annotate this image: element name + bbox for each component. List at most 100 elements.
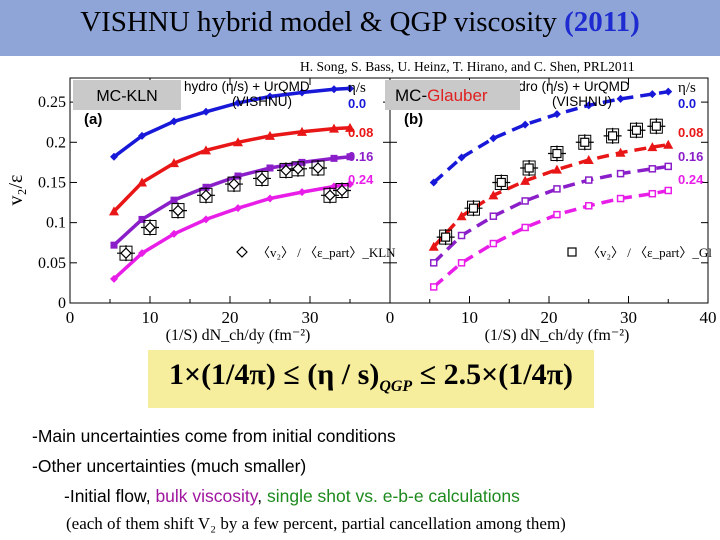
data-point — [234, 98, 242, 107]
x-tick-label: 30 — [620, 308, 637, 327]
note-line-3: -Initial flow, bulk viscosity, single sh… — [32, 486, 520, 516]
note-single-shot: single shot vs. e-b-e calculations — [266, 486, 520, 506]
exp-data-point — [200, 189, 212, 202]
data-point — [616, 194, 625, 203]
x-tick-label: 30 — [302, 308, 319, 327]
legend-exp-label: 〈v₂〉 / 〈ε_part〉_KLN — [257, 245, 396, 260]
data-point — [664, 87, 673, 96]
data-point — [109, 206, 119, 216]
formula-subscript: QGP — [379, 378, 413, 395]
data-point — [664, 162, 672, 171]
exp-syst-box — [291, 161, 305, 177]
exp-data-point — [496, 177, 506, 188]
legend-exp-marker — [236, 246, 248, 258]
exp-syst-box — [119, 245, 133, 261]
data-point — [202, 107, 210, 116]
data-point — [648, 165, 657, 173]
data-point — [298, 88, 306, 97]
data-point — [521, 223, 529, 232]
data-point — [456, 211, 467, 221]
data-point — [616, 169, 625, 178]
legend-header: hydro (η/s) + UrQMD — [504, 79, 630, 94]
title-bar — [0, 0, 720, 56]
x-tick-label: 0 — [386, 308, 395, 327]
formula-box: 1×(1/4π) ≤ (η / s)QGP ≤ 2.5×(1/4π) — [148, 350, 594, 408]
y-axis-label: v₂/ε — [5, 175, 27, 206]
data-point — [169, 158, 179, 168]
data-point — [170, 196, 178, 204]
data-point — [521, 197, 529, 205]
data-point — [489, 212, 498, 220]
exp-syst-box — [171, 203, 185, 219]
notes: -Main uncertainties come from initial co… — [32, 426, 520, 516]
data-point — [647, 142, 658, 152]
exp-syst-box — [522, 160, 536, 176]
data-point — [457, 259, 466, 267]
data-point — [521, 120, 530, 129]
data-point — [330, 85, 338, 94]
data-point — [137, 177, 147, 187]
exp-data-point — [256, 172, 268, 185]
data-point — [234, 204, 242, 213]
legend-eta-value: 0.16 — [678, 149, 703, 164]
exp-data-point — [120, 247, 132, 260]
exp-syst-box — [578, 134, 592, 150]
x-axis-label: (1/S) dN_ch/dy (fm⁻²) — [166, 327, 311, 344]
data-point — [265, 130, 275, 140]
x-tick-label: 10 — [461, 308, 478, 327]
mc-glauber-highlight: Glauber — [427, 86, 488, 105]
data-point — [488, 190, 499, 200]
legend-eta-value: 0.16 — [348, 149, 373, 164]
data-point — [585, 176, 593, 184]
slide-title: VISHNU hybrid model & QGP viscosity (201… — [0, 6, 720, 39]
data-point — [346, 153, 354, 161]
data-point — [234, 172, 242, 180]
exp-data-point — [524, 163, 534, 173]
y-tick-label: 0.2 — [46, 134, 66, 151]
note-separator: , — [257, 486, 267, 506]
data-point — [429, 283, 438, 291]
exp-syst-box — [466, 200, 480, 216]
legend-eta-value: 0.08 — [348, 125, 373, 140]
exp-data-point — [144, 221, 156, 234]
legend-header: hydro (η/s) + UrQMD — [184, 79, 310, 94]
data-point — [489, 239, 498, 248]
panel-a — [69, 77, 391, 304]
note-line-1: -Main uncertainties come from initial co… — [32, 426, 396, 446]
legend-exp-marker — [567, 247, 577, 257]
data-point — [584, 101, 593, 110]
y-tick-label: 0.25 — [38, 94, 66, 111]
data-point — [520, 175, 531, 185]
data-point — [330, 154, 338, 162]
data-point — [297, 126, 307, 136]
exp-syst-box — [649, 118, 663, 134]
title-year: (2011) — [564, 6, 640, 38]
exp-data-point — [292, 162, 304, 175]
data-point — [648, 189, 657, 198]
exp-data-point — [468, 203, 479, 213]
note-line-2: -Other uncertainties (much smaller) — [32, 456, 307, 476]
data-point — [553, 185, 561, 193]
formula-prefix: 1×(1/4π) ≤ (η / s) — [168, 358, 380, 391]
data-point — [138, 249, 146, 258]
data-point — [428, 241, 439, 251]
exp-syst-box — [550, 146, 564, 162]
note-bulk-viscosity: bulk viscosity — [155, 486, 258, 506]
exp-syst-box — [439, 229, 453, 245]
formula-suffix: ≤ 2.5×(1/4π) — [412, 358, 574, 391]
data-point — [329, 123, 339, 133]
y-tick-label: 0 — [58, 295, 66, 312]
x-tick-label: 20 — [541, 308, 558, 327]
mc-kln-box — [73, 80, 181, 110]
data-point — [553, 210, 561, 219]
note-initial-flow: -Initial flow, — [64, 486, 156, 506]
exp-syst-box — [227, 176, 241, 192]
legend-eta-label: η/s — [678, 80, 696, 96]
exp-syst-box — [311, 160, 325, 176]
note-line-4: (each of them shift V₂ by a few percent,… — [66, 514, 566, 533]
legend-header-2: (VISHNU) — [552, 94, 612, 109]
exp-data-point — [651, 121, 661, 131]
x-tick-label: 20 — [222, 308, 239, 327]
legend-eta-value: 0.24 — [678, 172, 704, 187]
viscosity-chart: 0 10 20 30 0 0.05 0.1 0.15 0.2 0.25 (a) hydro (η/s)… — [5, 77, 717, 344]
